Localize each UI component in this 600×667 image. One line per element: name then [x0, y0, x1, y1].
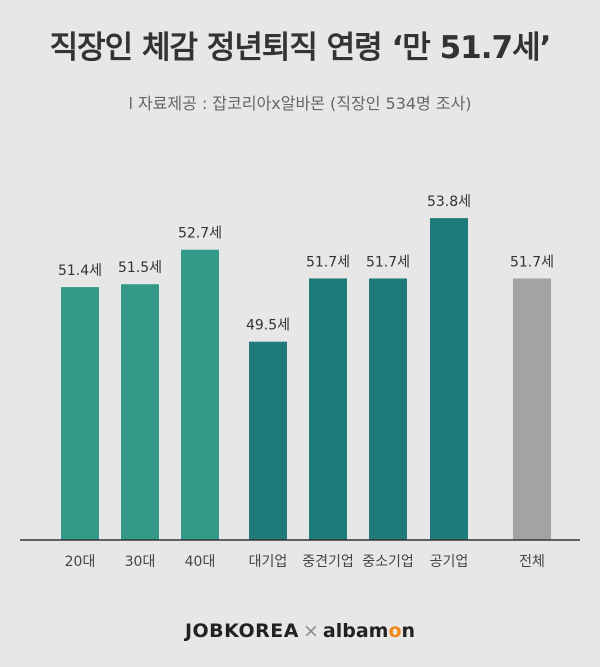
jobkorea-logo: JOBKOREA	[184, 620, 299, 642]
bar-30대	[121, 284, 159, 540]
category-label: 20대	[65, 554, 96, 570]
bar-중소기업	[369, 278, 407, 540]
bar-중견기업	[309, 278, 347, 540]
category-label: 전체	[519, 554, 545, 570]
category-label: 40대	[185, 554, 216, 570]
value-label: 52.7세	[178, 226, 222, 242]
category-label: 30대	[125, 554, 156, 570]
value-label: 51.7세	[366, 254, 410, 270]
value-label: 51.7세	[306, 254, 350, 270]
value-label: 51.5세	[118, 260, 162, 276]
bar-40대	[181, 249, 219, 541]
chart-title: 직장인 체감 정년퇴직 연령 ‘만 51.7세’	[49, 30, 552, 66]
logo-separator: ×	[302, 620, 319, 642]
bar-대기업	[249, 341, 287, 540]
bar-전체	[513, 278, 551, 540]
value-label: 51.4세	[58, 263, 102, 279]
chart-subtitle: l 자료제공 : 잡코리아x알바몬 (직장인 534명 조사)	[128, 94, 472, 113]
bar-chart: 51.4세 51.5세 52.7세 49.5세 51.7세 51.7세 53.8세 51.7세…	[20, 194, 580, 570]
category-label: 공기업	[430, 554, 469, 570]
category-label: 중소기업	[362, 554, 414, 570]
bar-20대	[61, 287, 99, 540]
category-label: 중견기업	[302, 554, 354, 570]
category-label: 대기업	[249, 554, 288, 570]
value-label: 51.7세	[510, 254, 554, 270]
value-label: 49.5세	[246, 318, 290, 334]
footer-logos: JOBKOREA × albamon	[0, 620, 600, 642]
value-label: 53.8세	[427, 194, 471, 210]
albamon-logo: albamon	[322, 620, 416, 642]
bar-공기업	[430, 218, 468, 540]
